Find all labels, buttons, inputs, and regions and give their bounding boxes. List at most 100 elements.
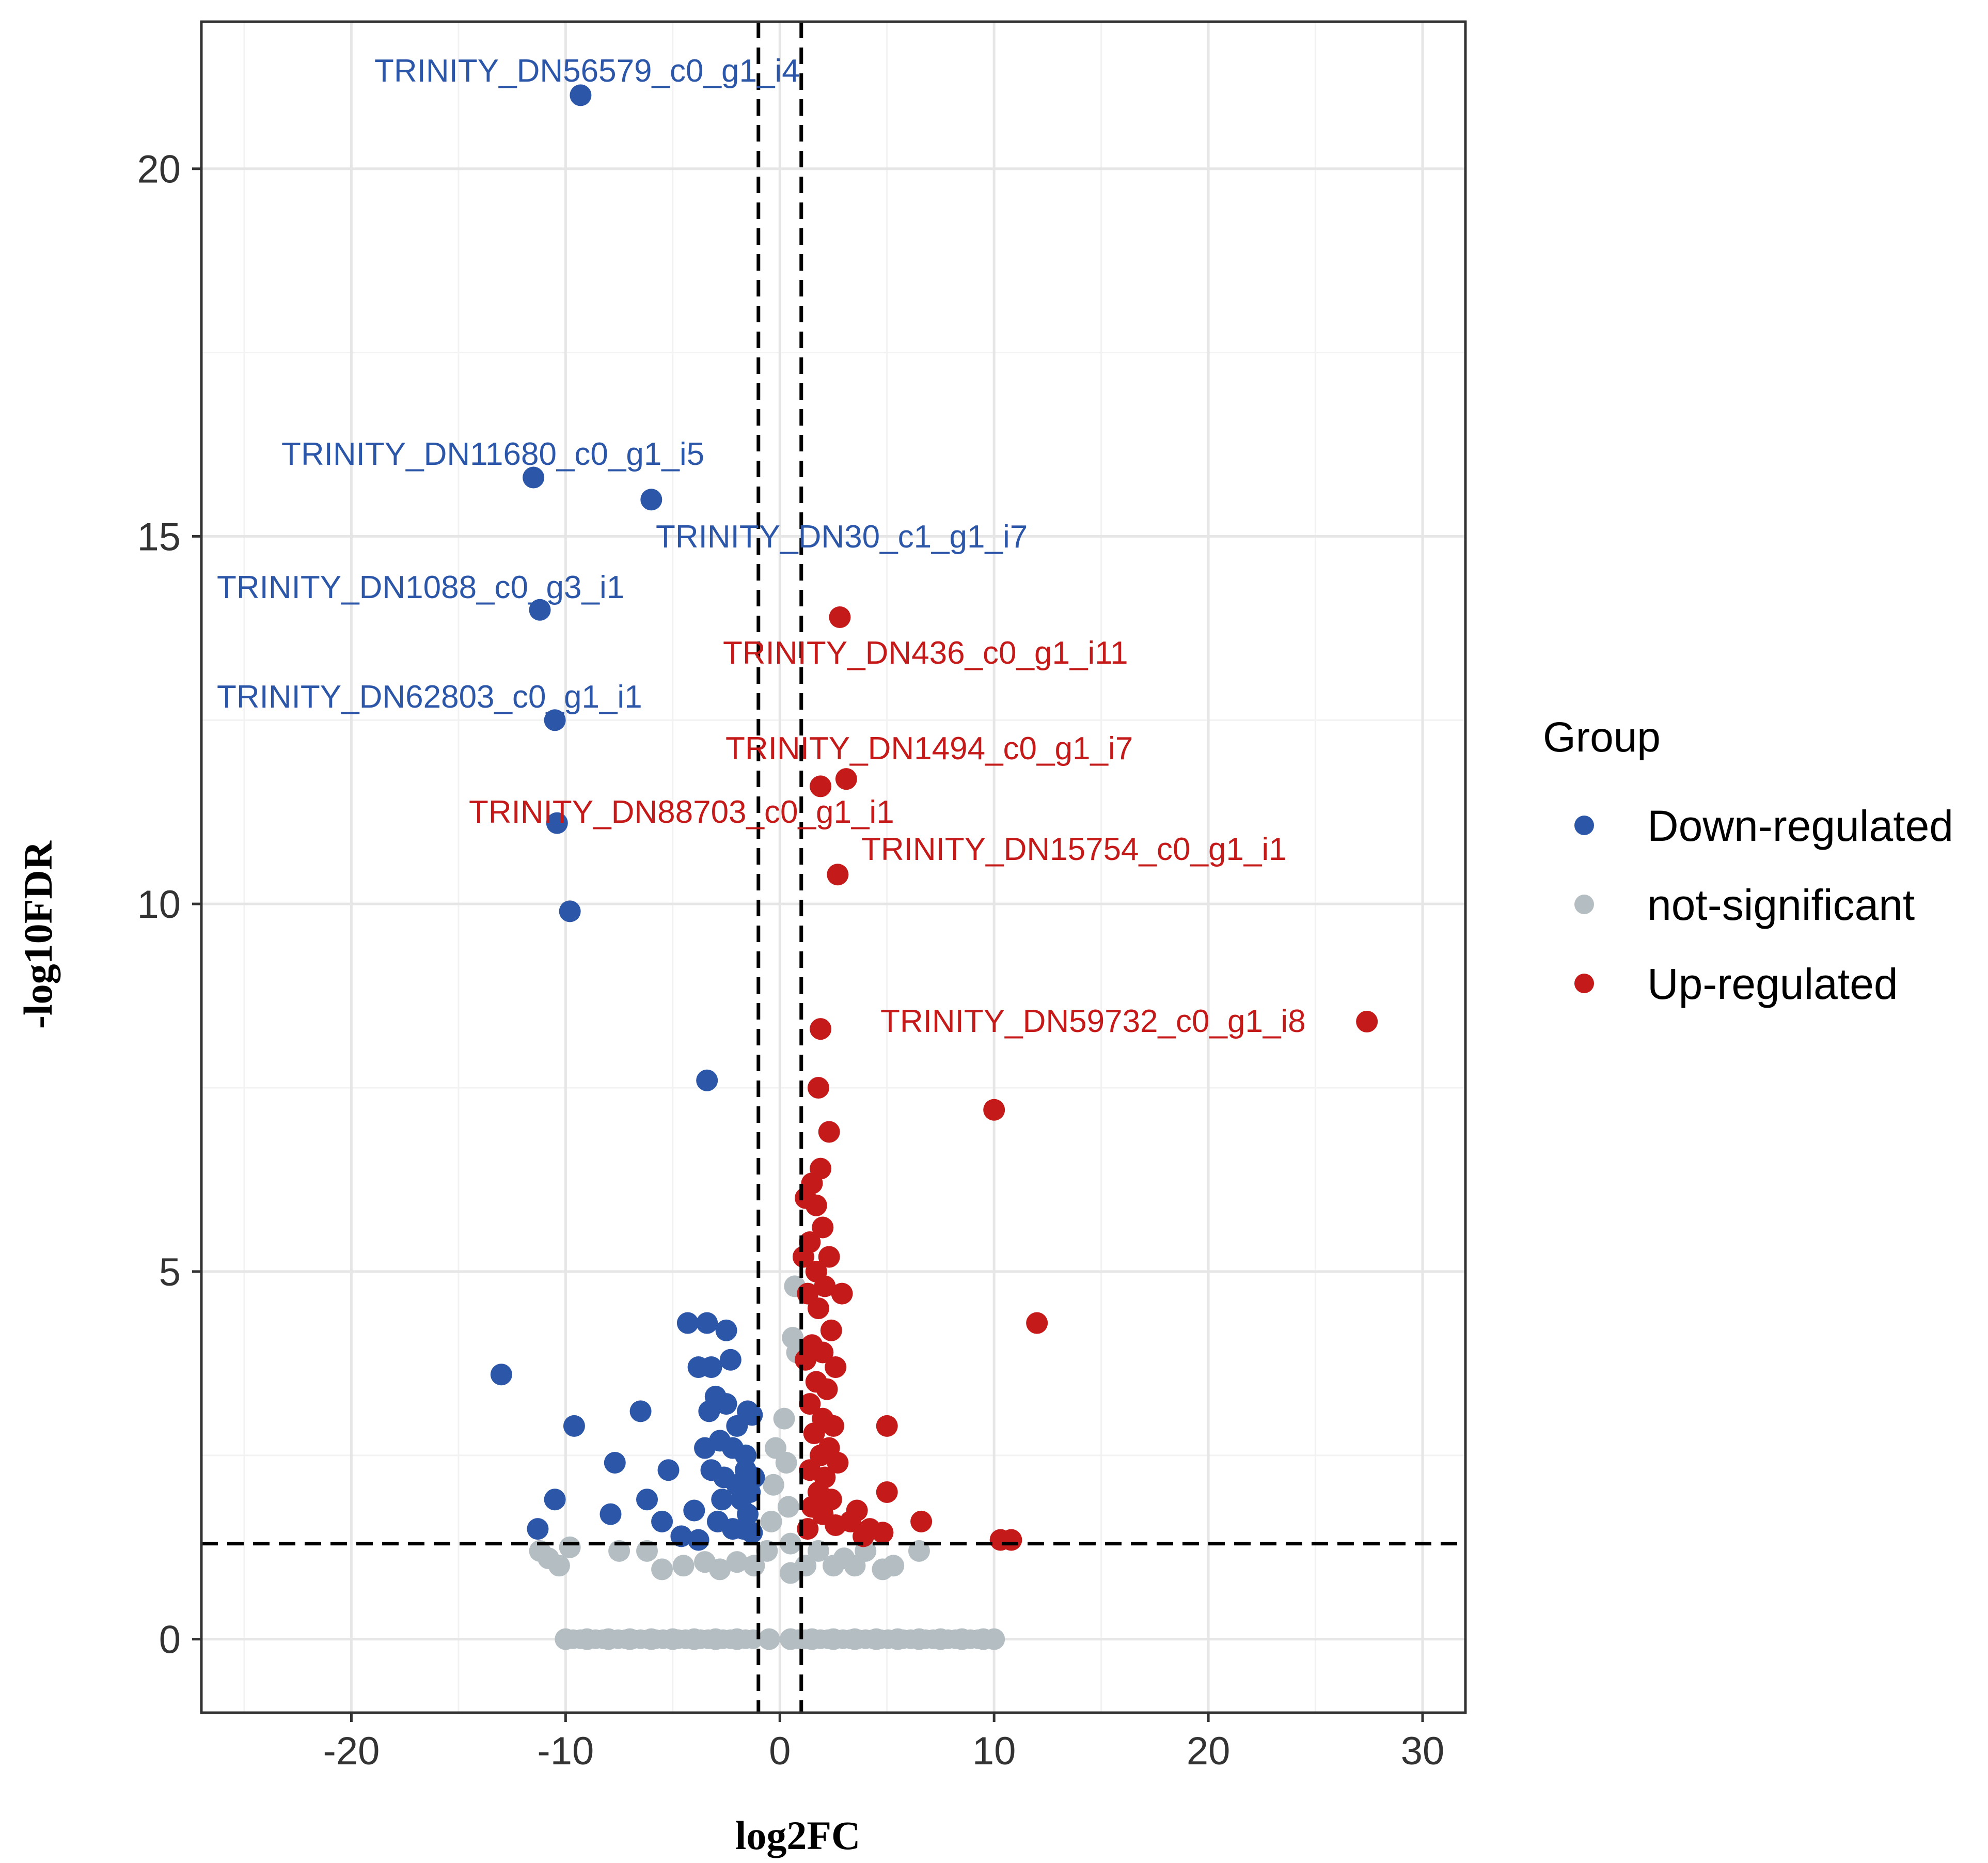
data-point-down bbox=[721, 1437, 744, 1459]
y-tick-label: 15 bbox=[137, 515, 181, 559]
data-point-up bbox=[1356, 1010, 1378, 1032]
data-point-up bbox=[1000, 1529, 1022, 1551]
legend-label-down: Down-regulated bbox=[1647, 802, 1953, 850]
data-point-ns bbox=[548, 1555, 570, 1577]
data-point-ns bbox=[807, 1540, 829, 1562]
data-point-ns bbox=[773, 1407, 795, 1430]
data-point-up bbox=[831, 1282, 853, 1305]
data-point-up bbox=[805, 1194, 827, 1216]
gene-label: TRINITY_DN62803_c0_g1_i1 bbox=[217, 679, 642, 715]
data-point-up bbox=[825, 1356, 847, 1378]
data-point-ns bbox=[780, 1532, 802, 1555]
data-point-up bbox=[876, 1415, 898, 1437]
legend-label-up: Up-regulated bbox=[1647, 960, 1898, 1008]
data-point-down bbox=[657, 1459, 680, 1481]
data-point-ns bbox=[760, 1510, 782, 1532]
gene-label: TRINITY_DN88703_c0_g1_i1 bbox=[469, 794, 894, 830]
data-point-up bbox=[812, 1341, 834, 1364]
plot-border bbox=[200, 20, 1467, 1714]
data-point-down bbox=[696, 1069, 718, 1091]
data-point-down bbox=[527, 1518, 549, 1540]
data-point-up bbox=[876, 1481, 898, 1503]
data-point-up bbox=[823, 1415, 844, 1437]
legend-title: Group bbox=[1543, 714, 1661, 761]
data-point-up bbox=[810, 1018, 832, 1040]
data-point-down bbox=[629, 1400, 652, 1422]
data-point-ns bbox=[777, 1496, 799, 1518]
y-tick-label: 5 bbox=[159, 1250, 181, 1294]
data-point-down bbox=[721, 1518, 744, 1540]
data-point-up bbox=[829, 606, 851, 629]
gene-label: TRINITY_DN1494_c0_g1_i7 bbox=[725, 731, 1133, 766]
data-point-down bbox=[683, 1499, 705, 1522]
data-point-down bbox=[687, 1529, 709, 1551]
data-point-up bbox=[812, 1216, 834, 1239]
data-point-down bbox=[726, 1415, 748, 1437]
data-point-ns bbox=[651, 1558, 673, 1580]
data-point-up bbox=[795, 1349, 817, 1371]
gene-label: TRINITY_DN11680_c0_g1_i5 bbox=[281, 436, 704, 472]
data-point-down bbox=[570, 84, 592, 106]
data-point-down bbox=[715, 1393, 737, 1415]
data-point-down bbox=[599, 1503, 622, 1525]
data-point-ns bbox=[559, 1536, 581, 1558]
data-point-ns bbox=[983, 1629, 1003, 1649]
data-point-up bbox=[853, 1525, 875, 1547]
data-point-ns bbox=[726, 1551, 748, 1573]
gene-labels: TRINITY_DN56579_c0_g1_i4 TRINITY_DN11680_… bbox=[217, 53, 1306, 1039]
data-point-up bbox=[814, 1275, 836, 1297]
y-axis-title: -log10FDR bbox=[15, 840, 60, 1029]
data-point-ns bbox=[672, 1555, 695, 1577]
data-point-down bbox=[490, 1364, 512, 1386]
data-point-ns bbox=[762, 1474, 784, 1496]
gene-label: TRINITY_DN1088_c0_g3_i1 bbox=[217, 570, 624, 605]
data-point-up bbox=[827, 864, 849, 886]
data-point-up bbox=[872, 1522, 894, 1544]
data-point-down bbox=[696, 1312, 718, 1334]
data-point-ns bbox=[908, 1540, 930, 1562]
data-point-down bbox=[670, 1525, 692, 1547]
data-point-up bbox=[807, 1077, 829, 1099]
x-tick-label: 10 bbox=[972, 1729, 1016, 1773]
data-point-ns bbox=[608, 1540, 630, 1562]
data-point-ns bbox=[882, 1555, 905, 1577]
data-point-up bbox=[810, 775, 832, 797]
legend-key-up bbox=[1574, 974, 1594, 993]
y-tick-label: 0 bbox=[159, 1618, 181, 1662]
data-point-ns bbox=[756, 1540, 778, 1562]
data-point-up bbox=[792, 1246, 814, 1268]
x-tick-label: 0 bbox=[769, 1729, 791, 1773]
data-point-up bbox=[910, 1510, 933, 1532]
x-tick-label: -10 bbox=[537, 1729, 594, 1773]
data-point-down bbox=[676, 1312, 699, 1334]
data-point-down bbox=[651, 1510, 673, 1532]
data-point-ns bbox=[709, 1558, 731, 1580]
legend-key-ns bbox=[1574, 895, 1594, 914]
legend-key-down bbox=[1574, 816, 1594, 835]
data-point-down bbox=[544, 709, 566, 731]
data-point-ns bbox=[775, 1452, 797, 1474]
points-layer bbox=[201, 22, 1465, 1713]
data-point-down bbox=[559, 900, 581, 922]
data-point-up bbox=[1026, 1312, 1048, 1334]
y-tick-label: 10 bbox=[137, 883, 181, 927]
data-point-down bbox=[604, 1452, 626, 1474]
gene-label: TRINITY_DN30_c1_g1_i7 bbox=[656, 519, 1028, 555]
x-tick-label: -20 bbox=[323, 1729, 380, 1773]
legend: Group Down-regulated not-significant Up-re… bbox=[1543, 714, 1953, 1008]
data-point-up bbox=[816, 1378, 838, 1400]
data-point-up bbox=[983, 1099, 1005, 1121]
data-point-down bbox=[711, 1489, 733, 1511]
gene-label: TRINITY_DN56579_c0_g1_i4 bbox=[374, 53, 800, 89]
data-point-up bbox=[835, 768, 857, 790]
data-point-down bbox=[719, 1349, 741, 1371]
data-point-up bbox=[820, 1319, 842, 1341]
data-point-down bbox=[698, 1400, 720, 1422]
data-point-up bbox=[807, 1297, 829, 1320]
data-point-down bbox=[523, 466, 545, 489]
data-point-up bbox=[803, 1422, 825, 1445]
data-point-up bbox=[799, 1393, 821, 1415]
gene-label: TRINITY_DN15754_c0_g1_i1 bbox=[861, 832, 1287, 867]
gene-label: TRINITY_DN59732_c0_g1_i8 bbox=[880, 1004, 1306, 1039]
